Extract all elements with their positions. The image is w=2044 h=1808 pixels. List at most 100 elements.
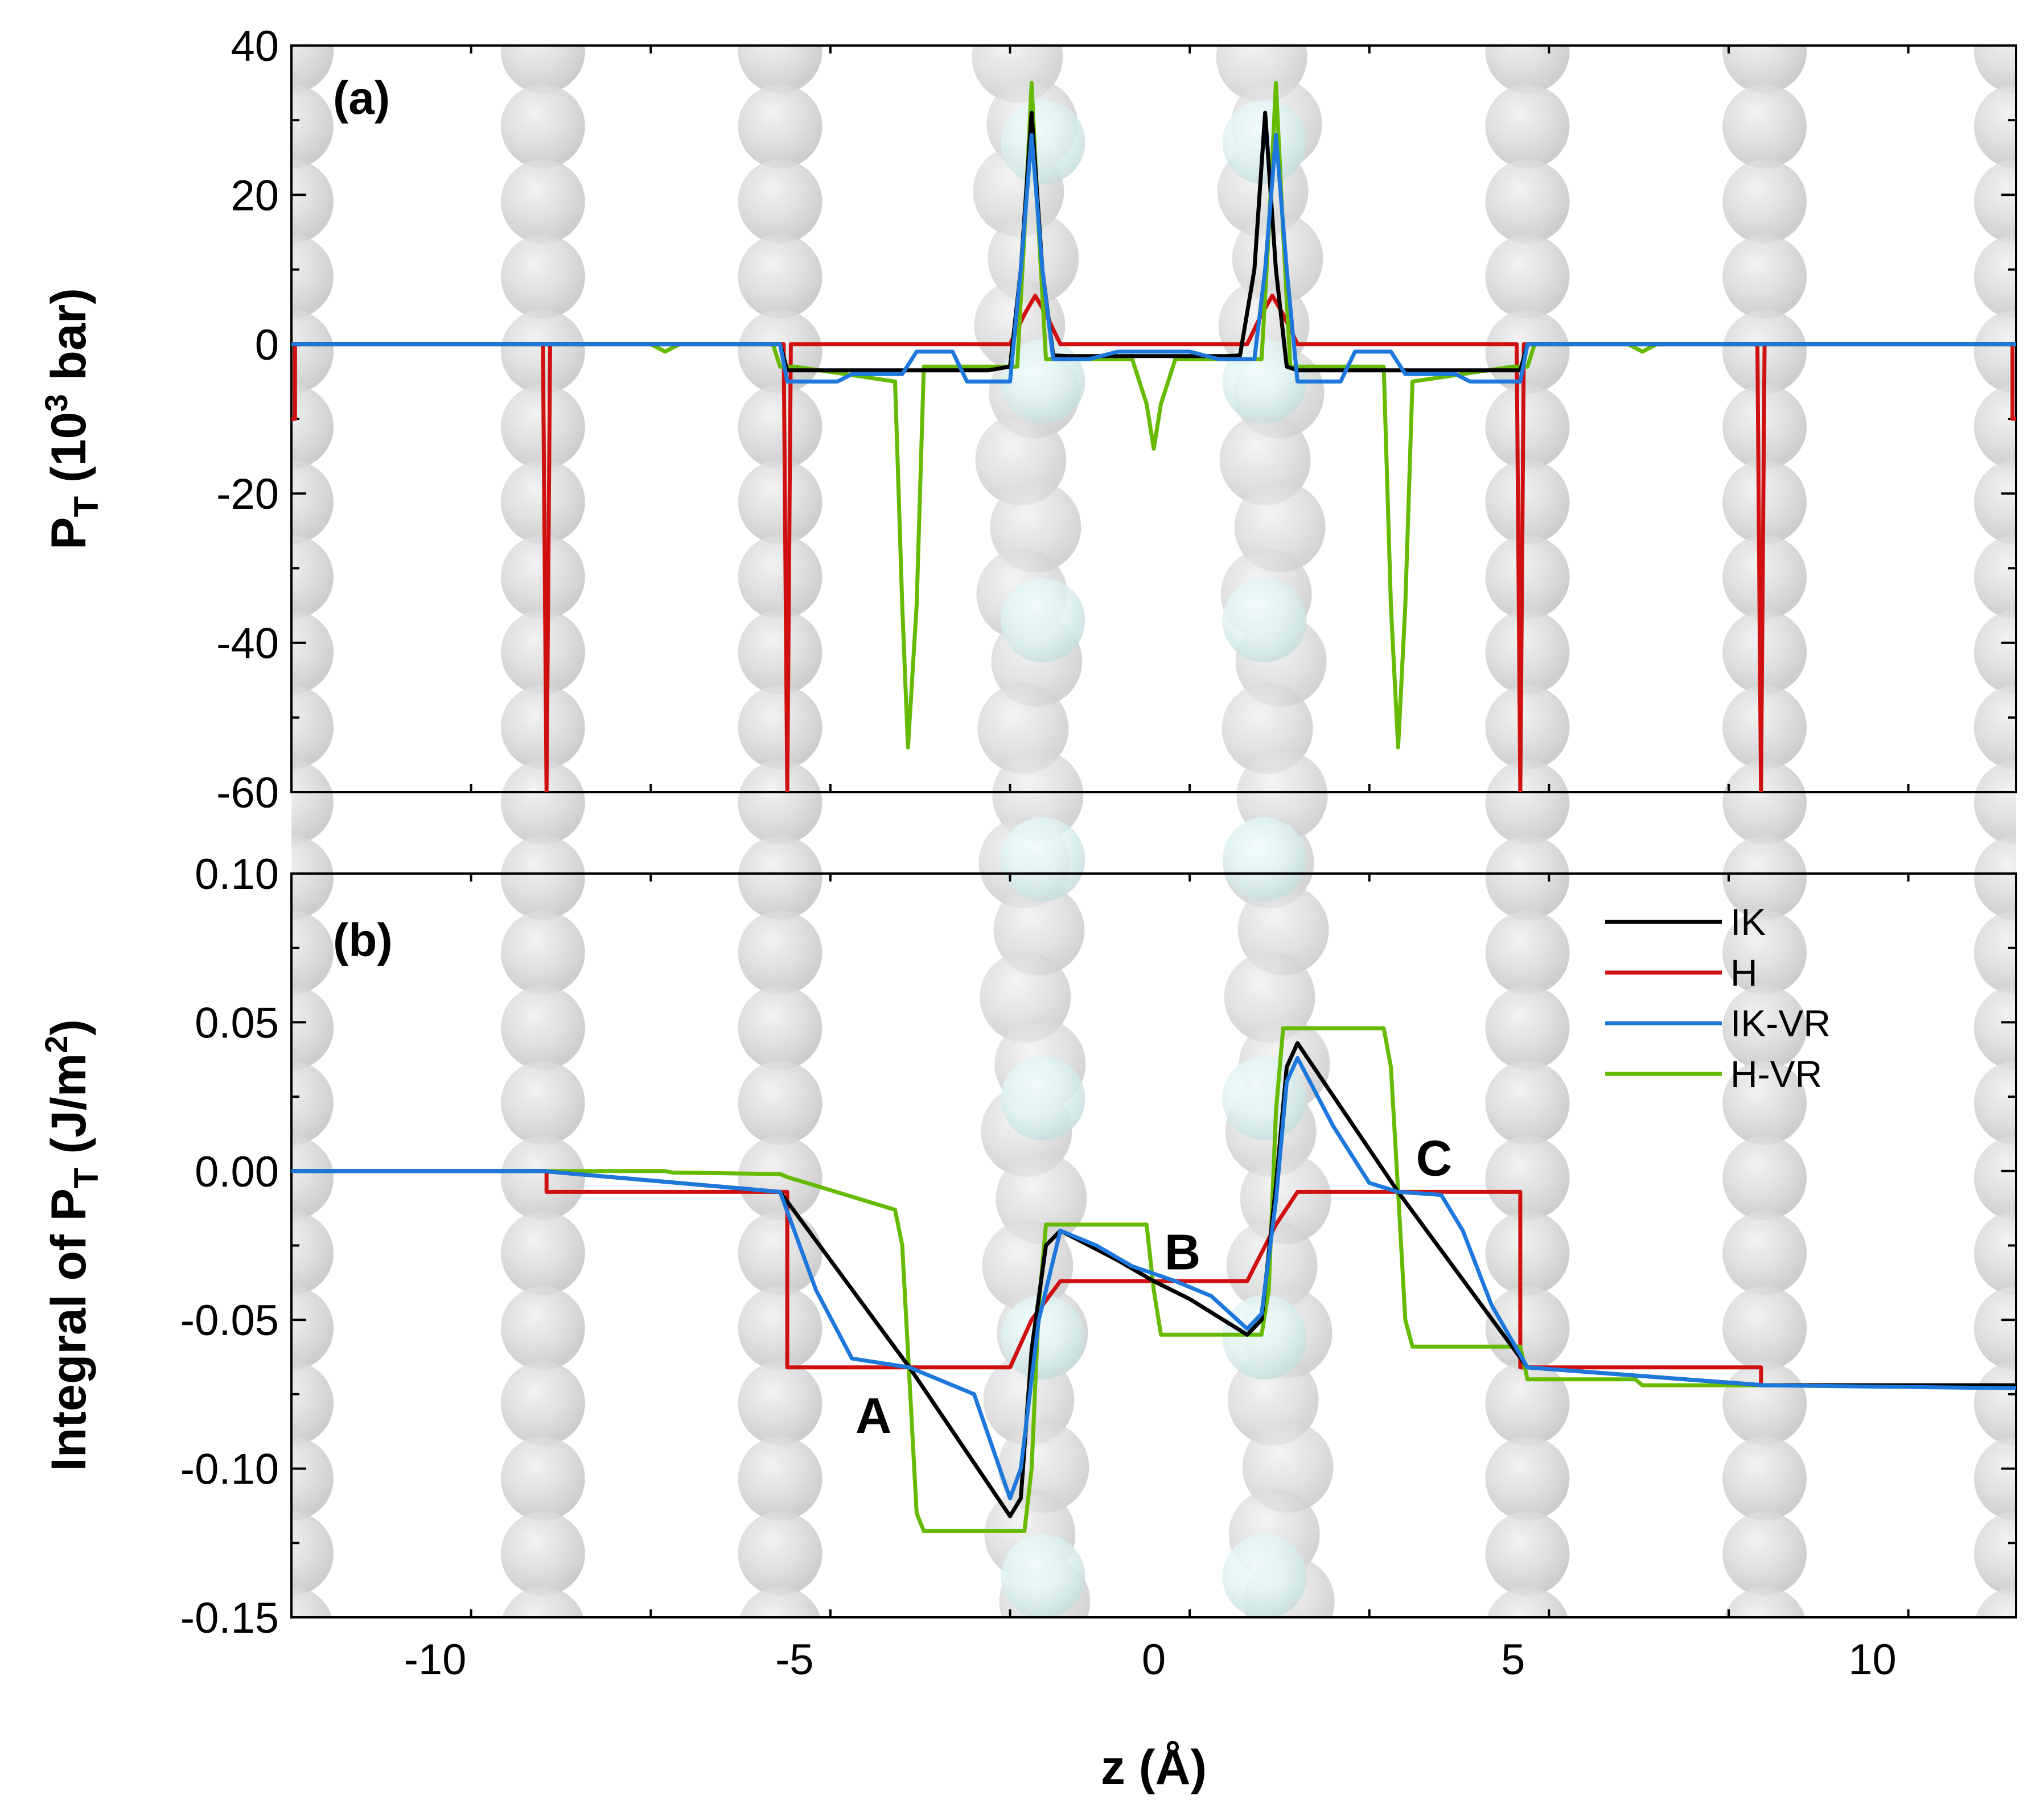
atom-gray-0	[291, 385, 334, 469]
atom-cyan-1	[1222, 1295, 1307, 1379]
atom-gray-3	[1485, 159, 1570, 244]
y-axis-title-a-sup: 3	[38, 394, 74, 411]
atom-gray-2	[738, 610, 822, 694]
atom-gray-3	[1485, 84, 1570, 168]
atom-gray-5	[1974, 84, 2016, 168]
atom-gray-3	[1485, 1061, 1570, 1145]
atom-gray-1	[500, 1361, 585, 1445]
atom-gray-4	[1722, 234, 1807, 319]
atom-gray-4	[1722, 1136, 1807, 1220]
atom-gray-0	[291, 760, 334, 845]
y-axis-title-b-end: )	[42, 1019, 96, 1036]
legend-label-h: H	[1730, 952, 1758, 994]
y-axis-title-a-end: bar)	[42, 288, 96, 394]
y-axis-title-b-sub: T	[67, 1167, 105, 1188]
y-axis-title-a: PT (103 bar)	[38, 288, 105, 550]
atom-gray-1	[500, 760, 585, 845]
atom-cyan-0	[1001, 578, 1085, 662]
ytick-label: -40	[216, 620, 279, 668]
x-axis-title: z (Å)	[1101, 1740, 1207, 1795]
atom-gray-4	[1722, 1512, 1807, 1596]
atom-gray-2	[738, 685, 822, 769]
atom-gray-5	[1974, 385, 2016, 469]
atom-gray-0	[291, 1587, 332, 1617]
atom-gray-5	[1974, 911, 2016, 995]
y-axis-title-a-main: P	[42, 517, 96, 550]
atom-gray-2	[738, 835, 822, 920]
atom-gray-1	[500, 986, 585, 1070]
atom-cyan-0	[1001, 817, 1085, 901]
atom-gray-4	[1722, 46, 1807, 93]
atom-gray-0	[291, 1061, 334, 1145]
atom-gray-4	[1722, 610, 1807, 694]
atom-gray-2	[738, 911, 822, 995]
atom-gray-5	[1974, 610, 2016, 694]
xtick-label: -5	[775, 1636, 814, 1684]
atom-gray-3	[1485, 1436, 1570, 1521]
atom-gray-1	[500, 84, 585, 168]
atom-gray-1	[500, 1512, 585, 1596]
atom-gray-4	[1724, 1587, 1806, 1617]
series-line-ik	[291, 1041, 2016, 1518]
atom-cyan-1	[1222, 578, 1307, 662]
atom-gray-0	[291, 1211, 334, 1295]
atom-gray-1	[500, 685, 585, 769]
atom-gray-0	[291, 685, 334, 769]
atom-gray-1	[500, 1286, 585, 1370]
atom-gray-5	[1974, 1286, 2016, 1370]
atom-gray-0	[291, 1286, 334, 1370]
ytick-label: -0.10	[180, 1445, 279, 1494]
atom-gray-1	[500, 911, 585, 995]
atom-gray-2	[738, 1361, 822, 1445]
atom-cyan-0	[1001, 100, 1085, 184]
legend-label-ik-vr: IK-VR	[1730, 1002, 1831, 1044]
atom-gray-0	[291, 1512, 334, 1596]
atom-gray-2	[738, 1136, 822, 1220]
ytick-label: -20	[216, 470, 279, 518]
atom-gray-2	[738, 760, 822, 845]
atom-gray-5	[1974, 835, 2016, 920]
atom-gray-5	[1974, 46, 2016, 93]
atom-cyan-0	[1001, 1056, 1085, 1140]
atom-gray-2	[738, 385, 822, 469]
ytick-label: -0.15	[180, 1594, 279, 1642]
atom-gray-3	[1485, 46, 1570, 93]
atom-cyan-1	[1222, 1534, 1307, 1617]
atom-gray-0	[291, 460, 334, 544]
panel-b-series	[291, 1026, 2016, 1533]
panel-a-ticks: -60 -40 -20 0 20 40	[216, 22, 2016, 817]
ytick-label: 0	[255, 321, 279, 369]
atom-gray-2	[738, 460, 822, 544]
series-line-ik	[291, 110, 2016, 373]
atom-gray-3	[1485, 685, 1570, 769]
atom-gray-3	[1485, 1361, 1570, 1445]
atom-gray-0	[291, 610, 334, 694]
atom-gray-4	[1722, 911, 1807, 995]
y-axis-title-a-rest: (10	[42, 412, 96, 496]
atom-gray-3	[1485, 610, 1570, 694]
legend: IK H IK-VR H-VR	[1605, 901, 1831, 1095]
atom-gray-1	[500, 1436, 585, 1521]
series-line-ik-vr	[291, 1056, 2016, 1501]
atom-gray-5	[1974, 234, 2016, 319]
atom-gray-3	[1485, 835, 1570, 920]
panel-a-series	[291, 81, 2016, 792]
atom-gray-0	[291, 159, 334, 244]
atom-gray-3	[1485, 1136, 1570, 1220]
atom-gray-1	[500, 1061, 585, 1145]
atom-gray-1	[500, 46, 585, 93]
xtick-label: 10	[1848, 1636, 1897, 1684]
atom-gray-5	[1974, 1361, 2016, 1445]
atom-gray-4	[1722, 760, 1807, 845]
atom-background	[291, 46, 2016, 1617]
atom-gray-5	[1974, 1061, 2016, 1145]
atom-gray-0	[291, 1361, 334, 1445]
atom-gray-2	[738, 46, 822, 93]
atom-gray-2	[738, 986, 822, 1070]
ytick-label: -60	[216, 769, 279, 817]
atom-gray-5	[1974, 1512, 2016, 1596]
legend-label-ik: IK	[1730, 901, 1766, 943]
y-axis-title-b: Integral of PT (J/m2)	[38, 1019, 105, 1471]
series-line-ik-vr	[291, 133, 2016, 384]
